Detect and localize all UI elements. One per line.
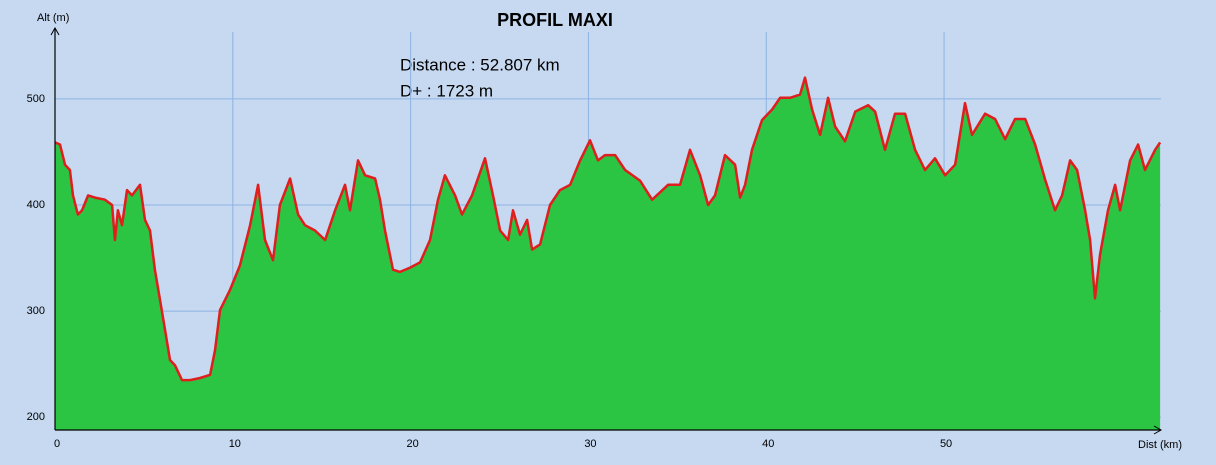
- y-tick-label: 500: [27, 93, 45, 105]
- elevation-line: [54, 76, 1162, 382]
- x-axis-arrow: [1153, 425, 1163, 435]
- y-axis-label: Alt (m): [37, 12, 69, 24]
- chart-title: PROFIL MAXI: [497, 10, 613, 30]
- x-tick-label: 10: [229, 438, 241, 450]
- y-tick-label: 400: [27, 199, 45, 211]
- x-tick-label: 0: [54, 438, 60, 450]
- x-axis-label: Dist (km): [1138, 439, 1182, 451]
- annotation: D+ : 1723 m: [400, 81, 493, 100]
- x-tick-label: 40: [762, 438, 774, 450]
- annotation: Distance : 52.807 km: [400, 55, 560, 74]
- y-tick-label: 200: [27, 411, 45, 423]
- x-tick-label: 20: [407, 438, 419, 450]
- y-tick-label: 300: [27, 305, 45, 317]
- area: [55, 77, 1161, 430]
- y-axis-arrow: [50, 26, 60, 36]
- x-tick-label: 30: [584, 438, 596, 450]
- x-tick-label: 50: [940, 438, 952, 450]
